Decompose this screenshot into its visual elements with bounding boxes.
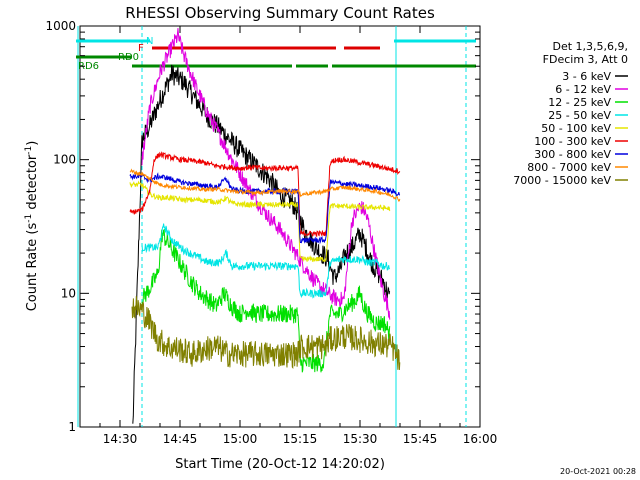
- legend-header: Det 1,3,5,6,9,: [552, 40, 628, 53]
- x-tick-label: 14:45: [163, 432, 198, 446]
- y-tick-label: 100: [53, 153, 76, 167]
- legend-header: FDecim 3, Att 0: [543, 53, 628, 66]
- legend-label: 50 - 100 keV: [541, 122, 611, 135]
- x-tick-label: 14:30: [103, 432, 138, 446]
- x-axis: 14:30 14:45 15:00 15:15 15:30 15:45 16:00: [99, 26, 498, 446]
- y-axis-label: Count Rate (s-1 detector-1): [24, 141, 40, 312]
- x-tick-label: 15:00: [223, 432, 258, 446]
- legend: Det 1,3,5,6,9,FDecim 3, Att 0 3 - 6 keV6 …: [513, 40, 628, 187]
- y-axis: 1 10 100 1000: [45, 19, 480, 434]
- legend-label: 6 - 12 keV: [555, 83, 611, 96]
- legend-label: 100 - 300 keV: [534, 135, 611, 148]
- flag-label: RD6: [78, 61, 99, 72]
- series-line: [141, 28, 391, 320]
- series-group: [129, 28, 401, 424]
- flag-label: RD0: [118, 52, 139, 63]
- legend-label: 7000 - 15000 keV: [513, 174, 611, 187]
- x-axis-label: Start Time (20-Oct-12 14:20:02): [175, 457, 385, 472]
- series-line: [141, 228, 391, 373]
- legend-label: 12 - 25 keV: [548, 96, 611, 109]
- legend-label: 25 - 50 keV: [548, 109, 611, 122]
- x-tick-label: 15:45: [403, 432, 438, 446]
- series-line: [132, 64, 391, 424]
- x-tick-label: 15:15: [283, 432, 318, 446]
- legend-label: 800 - 7000 keV: [527, 161, 611, 174]
- legend-label: 300 - 800 keV: [534, 148, 611, 161]
- flag-label: N: [146, 36, 153, 47]
- timestamp: 20-Oct-2021 00:28: [560, 467, 636, 476]
- series-line: [129, 168, 401, 202]
- x-tick-label: 16:00: [463, 432, 498, 446]
- interval-markers: [77, 26, 467, 427]
- x-tick-label: 15:30: [343, 432, 378, 446]
- y-tick-label: 1: [68, 420, 76, 434]
- legend-label: 3 - 6 keV: [562, 70, 611, 83]
- series-line: [129, 151, 401, 238]
- chart-title: RHESSI Observing Summary Count Rates: [125, 4, 435, 22]
- y-tick-label: 10: [61, 286, 76, 300]
- series-line: [129, 180, 391, 263]
- flag-label: F: [138, 43, 144, 54]
- series-line: [131, 296, 401, 371]
- series-line: [141, 223, 391, 299]
- series-line: [129, 171, 401, 245]
- y-tick-label: 1000: [45, 19, 76, 33]
